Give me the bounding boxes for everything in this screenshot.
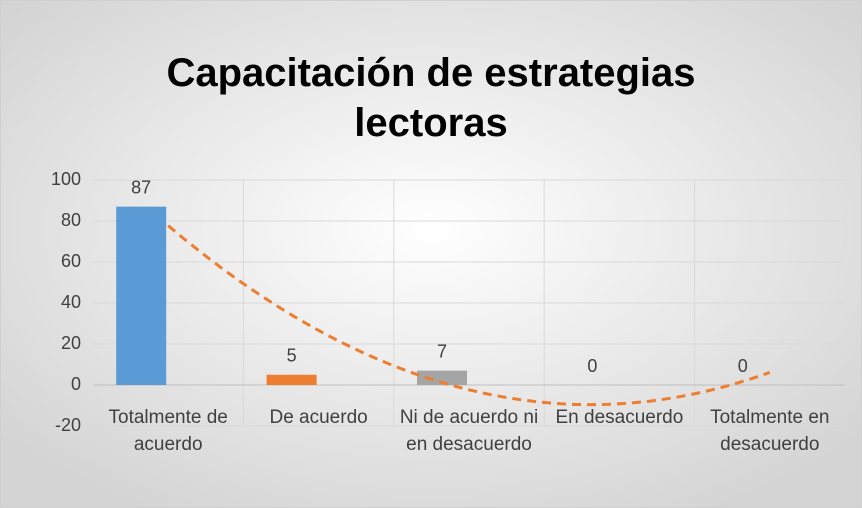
value-label: 7	[437, 341, 447, 361]
x-tick-label: En desacuerdo	[555, 407, 683, 428]
y-tick-label: 80	[61, 210, 81, 230]
value-label: 87	[131, 177, 151, 197]
x-tick-label: Totalmente de acuerdo	[109, 407, 228, 455]
y-tick-label: 60	[61, 251, 81, 271]
chart-title: Capacitación de estrategias lectoras	[166, 51, 695, 145]
value-label: 5	[287, 346, 297, 366]
bar	[417, 370, 467, 385]
trendline	[167, 224, 771, 407]
y-tick-label: -20	[55, 415, 81, 435]
x-tick-label: De acuerdo	[269, 407, 367, 428]
bar	[116, 206, 167, 385]
y-tick-label: 40	[61, 292, 81, 312]
bar	[266, 374, 317, 385]
x-tick-label: Ni de acuerdo ni en desacuerdo	[400, 407, 538, 455]
y-tick-label: 20	[61, 333, 81, 353]
y-tick-label: 0	[71, 374, 81, 394]
y-tick-label: 100	[51, 169, 81, 189]
value-label: 0	[587, 356, 597, 376]
value-label: 0	[738, 356, 748, 376]
x-tick-label: Totalmente en desacuerdo	[710, 407, 829, 455]
